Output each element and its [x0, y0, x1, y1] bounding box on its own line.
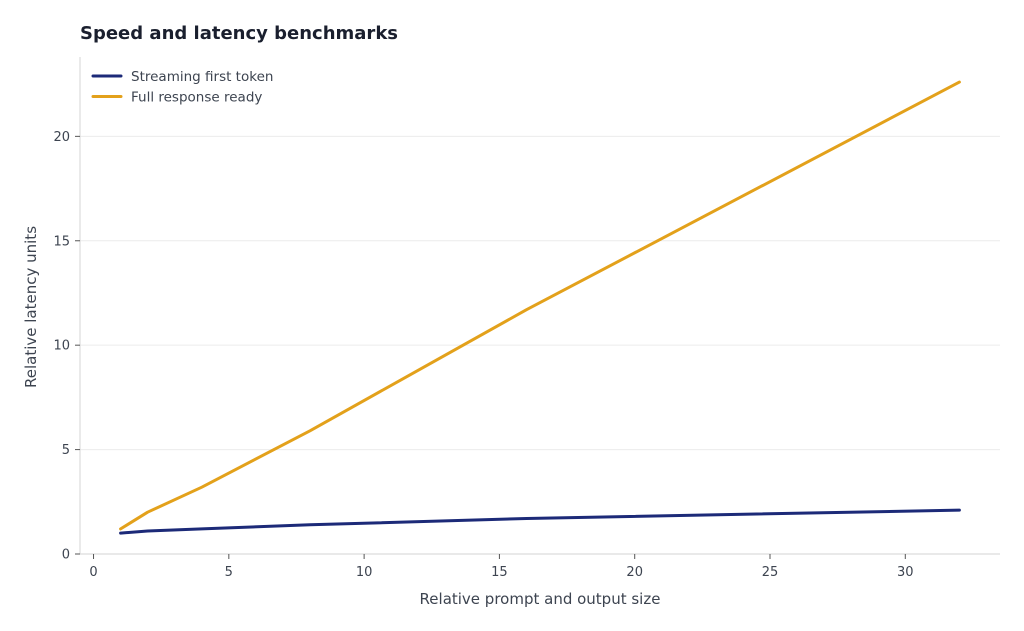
x-tick-label: 0 — [89, 565, 97, 580]
legend: Streaming first token Full response ready — [91, 69, 273, 106]
x-tick-label: 5 — [225, 565, 233, 580]
grid-lines — [80, 135, 1000, 451]
x-tick-label: 15 — [491, 565, 508, 580]
x-tick-label: 20 — [626, 565, 643, 580]
y-tick-label: 0 — [62, 548, 70, 563]
series-line-1 — [119, 508, 961, 535]
axes: 0 5 10 15 20 0 5 10 15 20 25 30 — [53, 57, 1000, 580]
y-tick-label: 5 — [62, 443, 70, 458]
y-axis-label: Relative latency units — [22, 226, 40, 388]
x-tick-label: 10 — [356, 565, 373, 580]
x-tick-label: 30 — [897, 565, 914, 580]
x-axis-label: Relative prompt and output size — [420, 590, 661, 608]
series-lines — [119, 80, 961, 535]
legend-label-1: Streaming first token — [131, 69, 273, 85]
y-tick-label: 20 — [53, 130, 70, 145]
series-line-2 — [119, 80, 961, 531]
y-tick-label: 10 — [53, 339, 70, 354]
x-tick-label: 25 — [762, 565, 779, 580]
chart-title: Speed and latency benchmarks — [80, 23, 398, 44]
legend-label-2: Full response ready — [131, 90, 262, 106]
y-tick-label: 15 — [53, 234, 70, 249]
